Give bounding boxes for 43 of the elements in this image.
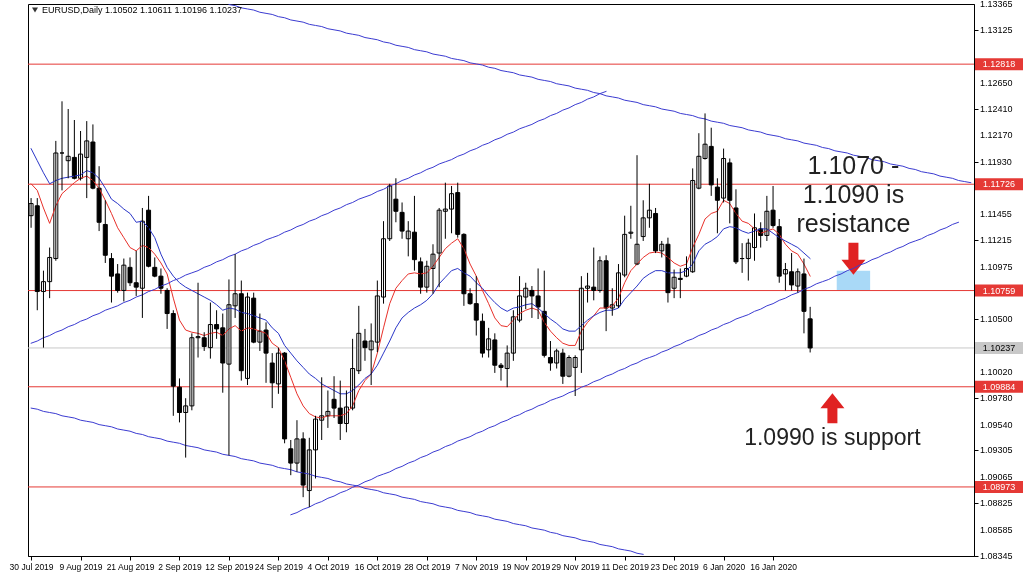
ref-line-label: 1.10237 [982, 342, 1016, 353]
y-tick-label: 1.12650 [980, 77, 1013, 88]
annotation: 1.1070 - 1.1090 is resistance [796, 150, 911, 237]
y-tick-label: 1.10020 [980, 366, 1013, 377]
y-tick-label: 1.09065 [980, 471, 1013, 482]
x-tick-label: 7 Nov 2019 [455, 561, 499, 572]
x-tick-label: 16 Jan 2020 [750, 561, 798, 572]
x-tick-label: 30 Jul 2019 [9, 561, 54, 572]
ref-line-label: 1.11726 [983, 179, 1015, 190]
ref-line-label: 1.10759 [982, 285, 1016, 296]
chart-title: EURUSD,Daily 1.10502 1.10611 1.10196 1.10237 [42, 5, 242, 15]
x-tick-label: 24 Sep 2019 [254, 561, 304, 572]
y-tick-label: 1.10975 [980, 261, 1013, 272]
x-tick-label: 16 Oct 2019 [354, 561, 402, 572]
y-tick-label: 1.12170 [980, 130, 1013, 141]
x-tick-label: 6 Jan 2020 [703, 561, 746, 572]
y-tick-label: 1.11215 [980, 235, 1012, 246]
x-tick-label: 29 Nov 2019 [551, 561, 601, 572]
x-tick-label: 4 Oct 2019 [307, 561, 350, 572]
y-tick-label: 1.10500 [980, 314, 1013, 325]
y-tick-label: 1.09540 [980, 419, 1013, 430]
y-tick-label: 1.09305 [980, 445, 1013, 456]
y-tick-label: 1.09780 [980, 393, 1013, 404]
y-tick-label: 1.08345 [980, 551, 1013, 561]
ref-line-label: 1.09884 [982, 381, 1016, 392]
annotation: 1.0990 is support [744, 424, 922, 451]
y-tick-label: 1.08585 [980, 524, 1013, 535]
x-tick-label: 28 Oct 2019 [404, 561, 451, 572]
x-tick-label: 12 Sep 2019 [205, 561, 254, 572]
x-tick-label: 9 Aug 2019 [59, 561, 103, 572]
x-tick-label: 21 Aug 2019 [106, 561, 155, 572]
x-tick-label: 23 Dec 2019 [650, 561, 699, 572]
y-tick-label: 1.08825 [980, 498, 1013, 509]
y-tick-label: 1.13125 [980, 25, 1013, 36]
y-tick-label: 1.11930 [980, 156, 1012, 167]
y-tick-label: 1.13365 [980, 0, 1013, 9]
x-tick-label: 11 Dec 2019 [601, 561, 650, 572]
y-tick-label: 1.11455 [980, 209, 1012, 220]
x-tick-label: 2 Sep 2019 [158, 561, 202, 572]
y-tick-label: 1.12410 [980, 104, 1013, 115]
ref-line-label: 1.08973 [982, 481, 1016, 492]
ref-line-label: 1.12818 [982, 59, 1016, 70]
x-tick-label: 19 Nov 2019 [502, 561, 551, 572]
